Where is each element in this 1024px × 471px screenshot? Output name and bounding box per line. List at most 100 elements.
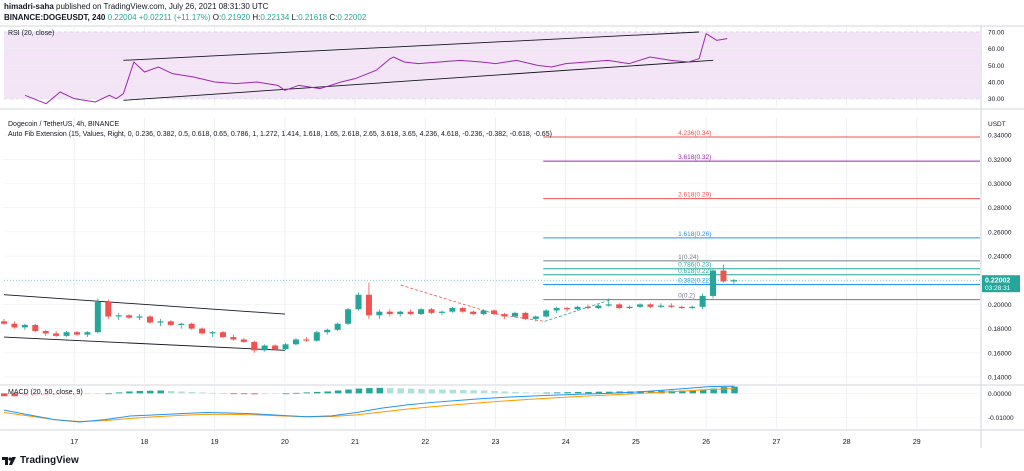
candle: [605, 298, 612, 307]
candle-body: [678, 306, 685, 309]
candle-body: [543, 310, 550, 317]
candle-body: [616, 304, 623, 309]
candle-body: [459, 308, 466, 312]
candle-body: [157, 321, 164, 323]
candle: [647, 303, 654, 309]
macd-histogram-bar: [115, 392, 123, 394]
candle: [522, 311, 529, 321]
candle-body: [637, 304, 644, 307]
candle: [178, 322, 185, 329]
macd-histogram-bar: [418, 389, 425, 394]
candle-body: [355, 294, 362, 310]
price-trendline: [3, 336, 285, 351]
candle: [272, 344, 279, 351]
candle-body: [438, 311, 445, 313]
candle-body: [32, 324, 39, 332]
candle-body: [595, 305, 602, 309]
candle: [459, 306, 466, 313]
macd-tick-label: 0.00000: [988, 391, 1012, 398]
candle-body: [313, 332, 320, 341]
candle: [532, 315, 539, 322]
rsi-trendline: [123, 59, 714, 101]
macd-title: MACD (20, 50, close, 9): [8, 389, 83, 396]
fib-level-label: 3.618(0.32): [678, 154, 711, 161]
macd-histogram-bar: [167, 390, 175, 394]
macd-histogram-bar: [313, 391, 321, 394]
candle: [292, 338, 299, 346]
tradingview-logo-icon: [2, 456, 16, 465]
candle-body: [657, 305, 664, 307]
candle-body: [73, 332, 80, 335]
candle: [188, 322, 195, 330]
macd-histogram-bar: [522, 392, 530, 394]
candle-body: [647, 304, 654, 307]
macd-histogram-bar: [439, 389, 446, 394]
rsi-tick-label: 60.00: [988, 46, 1005, 53]
candle: [53, 331, 60, 338]
candle: [418, 308, 425, 316]
macd-histogram-bar: [366, 388, 373, 394]
candle-body: [282, 344, 289, 350]
macd-histogram-bar: [84, 393, 91, 395]
candle-body: [42, 331, 49, 334]
published-text: published on TradingView.com, July 26, 2…: [56, 2, 269, 11]
macd-histogram-bar: [491, 390, 498, 394]
macd-histogram-bar: [501, 391, 509, 394]
x-tick-label: 26: [702, 439, 710, 446]
candle-body: [365, 294, 372, 316]
candle-body: [1, 321, 7, 324]
candle-body: [449, 308, 456, 312]
macd-histogram-bar: [679, 390, 686, 394]
macd-histogram-bar: [63, 393, 71, 395]
macd-histogram-bar: [533, 392, 540, 394]
candle-body: [689, 306, 696, 309]
candle-body: [63, 332, 70, 336]
candle-body: [178, 323, 185, 325]
price-tick-label: 0.28000: [988, 205, 1012, 212]
candle: [63, 331, 70, 338]
macd-histogram-bar: [199, 392, 206, 394]
candle: [365, 282, 372, 319]
candle-body: [126, 315, 133, 318]
candle-body: [84, 332, 91, 335]
candle: [240, 338, 247, 344]
rsi-tick-label: 40.00: [988, 80, 1005, 87]
candle-body: [480, 310, 487, 315]
price-tick-label: 0.26000: [988, 229, 1012, 236]
macd-histogram-bar: [397, 388, 404, 394]
macd-histogram-bar: [470, 390, 477, 394]
candle-body: [501, 314, 508, 317]
price-tick-label: 0.30000: [988, 181, 1012, 188]
candle: [511, 311, 518, 318]
candle-body: [710, 270, 717, 296]
fib-anchor-line: [495, 313, 545, 322]
fib-anchor-line: [400, 284, 496, 315]
x-tick-label: 18: [141, 439, 149, 446]
candle: [1, 318, 7, 325]
candle: [491, 309, 498, 316]
macd-line: [3, 385, 735, 423]
macd-histogram-bar: [126, 391, 133, 394]
macd-histogram-bar: [105, 393, 112, 395]
macd-histogram-bar: [261, 393, 269, 395]
fib-anchor-line: [544, 299, 612, 322]
macd-histogram-bar: [147, 390, 154, 394]
macd-histogram-bar: [188, 391, 196, 394]
fib-level-label: 1(0.24): [678, 254, 699, 261]
macd-histogram-bar: [689, 390, 697, 394]
candle-body: [564, 308, 571, 310]
tradingview-logo[interactable]: TradingView: [2, 455, 79, 466]
x-tick-label: 21: [351, 439, 359, 446]
macd-histogram-bar: [136, 390, 144, 394]
macd-histogram-bar: [595, 391, 603, 394]
candle: [407, 309, 414, 316]
candle: [136, 314, 143, 321]
macd-histogram-bar: [11, 393, 18, 397]
candle: [574, 305, 581, 311]
candle-body: [167, 321, 174, 325]
candle-body: [668, 305, 675, 307]
macd-histogram-bar: [42, 393, 50, 396]
fib-level-label: 2.618(0.29): [678, 192, 711, 199]
candle: [376, 309, 383, 319]
